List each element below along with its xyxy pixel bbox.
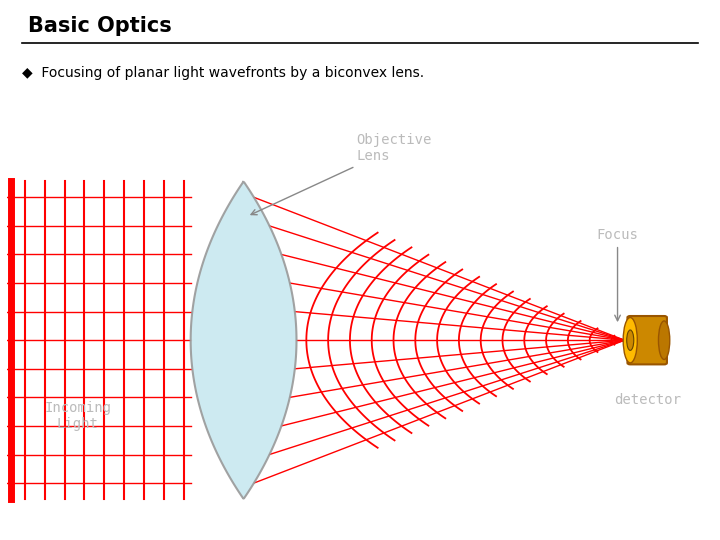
Ellipse shape <box>626 330 634 350</box>
Ellipse shape <box>659 321 670 360</box>
Text: Objective
Lens: Objective Lens <box>251 133 432 215</box>
Text: Focus: Focus <box>597 228 639 321</box>
Ellipse shape <box>624 318 637 363</box>
FancyBboxPatch shape <box>627 316 667 364</box>
Text: detector: detector <box>613 393 680 407</box>
Text: Incoming
Light: Incoming Light <box>44 401 112 431</box>
Text: Basic Optics: Basic Optics <box>28 16 172 36</box>
Text: ◆  Focusing of planar light wavefronts by a biconvex lens.: ◆ Focusing of planar light wavefronts by… <box>22 66 424 80</box>
Polygon shape <box>191 181 297 499</box>
